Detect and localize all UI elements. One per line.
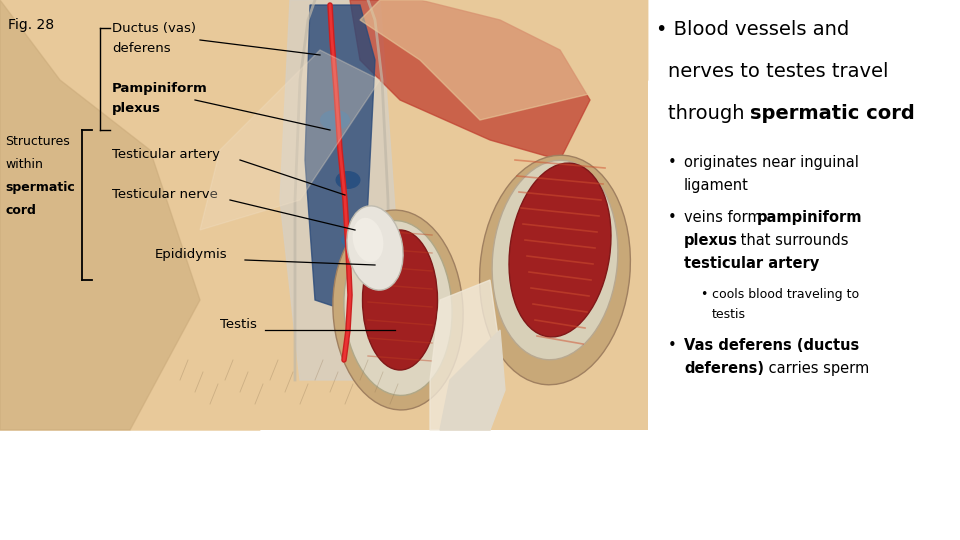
Bar bbox=[0, 0, 648, 430]
Text: veins form: veins form bbox=[684, 210, 766, 225]
Polygon shape bbox=[350, 0, 590, 160]
Polygon shape bbox=[280, 0, 400, 380]
Text: Testicular nerve: Testicular nerve bbox=[112, 188, 218, 201]
Ellipse shape bbox=[344, 220, 452, 395]
Polygon shape bbox=[305, 5, 375, 310]
Text: ligament: ligament bbox=[684, 178, 749, 193]
Text: Ductus (vas): Ductus (vas) bbox=[112, 22, 196, 35]
Text: Epididymis: Epididymis bbox=[155, 248, 228, 261]
Ellipse shape bbox=[480, 156, 631, 384]
Text: cord: cord bbox=[5, 204, 36, 217]
Text: nerves to testes travel: nerves to testes travel bbox=[668, 62, 889, 81]
Text: deferens): deferens) bbox=[684, 361, 764, 376]
Text: cools blood traveling to: cools blood traveling to bbox=[712, 288, 859, 301]
Text: Structures: Structures bbox=[5, 135, 70, 148]
Ellipse shape bbox=[333, 210, 463, 410]
Ellipse shape bbox=[320, 110, 350, 130]
Ellipse shape bbox=[509, 163, 611, 337]
Text: Testis: Testis bbox=[220, 318, 257, 331]
Text: spermatic cord: spermatic cord bbox=[750, 104, 915, 123]
Polygon shape bbox=[0, 0, 200, 430]
Text: • Blood vessels and: • Blood vessels and bbox=[656, 20, 850, 39]
Text: carries sperm: carries sperm bbox=[764, 361, 869, 376]
Polygon shape bbox=[430, 280, 500, 430]
Text: testis: testis bbox=[712, 308, 746, 321]
Polygon shape bbox=[200, 50, 380, 230]
Polygon shape bbox=[360, 0, 648, 120]
Bar bbox=[0, 430, 648, 540]
Text: within: within bbox=[5, 158, 43, 171]
Text: •: • bbox=[668, 155, 677, 170]
Text: •: • bbox=[700, 288, 708, 301]
Text: spermatic: spermatic bbox=[5, 181, 75, 194]
Polygon shape bbox=[0, 0, 260, 430]
Text: that surrounds: that surrounds bbox=[736, 233, 849, 248]
Text: •: • bbox=[668, 210, 677, 225]
Ellipse shape bbox=[363, 230, 438, 370]
Ellipse shape bbox=[341, 232, 369, 248]
Text: testicular artery: testicular artery bbox=[684, 256, 819, 271]
Text: pampiniform: pampiniform bbox=[757, 210, 862, 225]
Text: originates near inguinal: originates near inguinal bbox=[684, 155, 859, 170]
Text: plexus: plexus bbox=[112, 102, 161, 115]
Ellipse shape bbox=[335, 171, 361, 189]
Text: Vas deferens (ductus: Vas deferens (ductus bbox=[684, 338, 859, 353]
Text: Testicular artery: Testicular artery bbox=[112, 148, 220, 161]
Polygon shape bbox=[440, 330, 505, 430]
Ellipse shape bbox=[352, 218, 383, 262]
Text: Pampiniform: Pampiniform bbox=[112, 82, 207, 95]
Text: Fig. 28: Fig. 28 bbox=[8, 18, 54, 32]
Ellipse shape bbox=[492, 160, 618, 360]
Text: •: • bbox=[668, 338, 677, 353]
Text: plexus: plexus bbox=[684, 233, 738, 248]
Text: deferens: deferens bbox=[112, 42, 171, 55]
Ellipse shape bbox=[347, 206, 403, 290]
Text: through: through bbox=[668, 104, 751, 123]
